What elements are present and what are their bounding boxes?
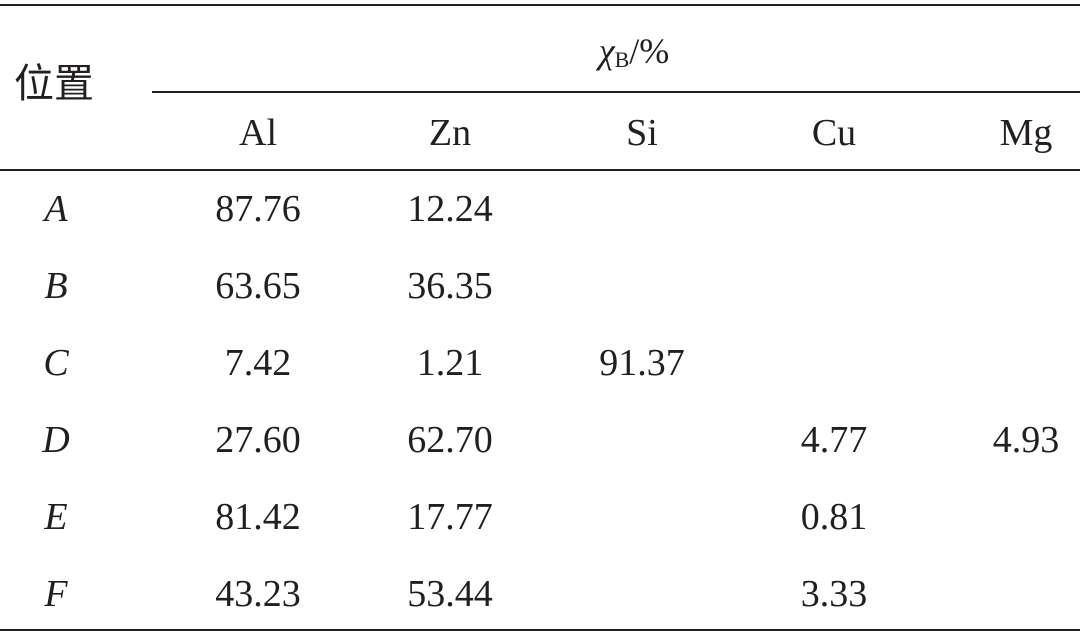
header-bottom-rule: [0, 169, 1080, 171]
row-label: B: [44, 265, 68, 307]
fraction-unit: /%: [629, 31, 670, 71]
group-header-rule: [152, 91, 1080, 93]
table-cell: 0.81: [800, 496, 868, 538]
column-header-mg: Mg: [999, 112, 1053, 154]
fraction-subscript: B: [614, 47, 630, 72]
table-cell: 1.21: [416, 342, 484, 384]
table-cell: 12.24: [407, 188, 493, 230]
table-cell: 43.23: [215, 573, 301, 615]
column-header-cu: Cu: [811, 112, 857, 154]
table-cell: 36.35: [407, 265, 493, 307]
column-header-si: Si: [626, 112, 658, 154]
table-bottom-rule: [0, 629, 1080, 631]
table-cell: 3.33: [800, 573, 868, 615]
position-column-header: 位置: [14, 61, 94, 107]
table-cell: 4.93: [992, 419, 1060, 461]
table-cell: 7.42: [224, 342, 292, 384]
fraction-symbol: χ: [598, 31, 615, 71]
row-label: C: [43, 342, 69, 384]
fraction-group-header: χB/%: [599, 33, 670, 71]
row-label: A: [44, 188, 68, 230]
table-cell: 81.42: [215, 496, 301, 538]
table-cell: 62.70: [407, 419, 493, 461]
table-cell: 27.60: [215, 419, 301, 461]
row-label: E: [44, 496, 68, 538]
row-label: D: [42, 419, 70, 461]
column-header-zn: Zn: [428, 112, 472, 154]
table-top-rule: [0, 4, 1080, 6]
table-cell: 91.37: [599, 342, 685, 384]
table-cell: 87.76: [215, 188, 301, 230]
table-cell: 4.77: [800, 419, 868, 461]
column-header-al: Al: [239, 112, 277, 154]
table-cell: 63.65: [215, 265, 301, 307]
table-cell: 17.77: [407, 496, 493, 538]
table-cell: 53.44: [407, 573, 493, 615]
row-label: F: [44, 573, 68, 615]
